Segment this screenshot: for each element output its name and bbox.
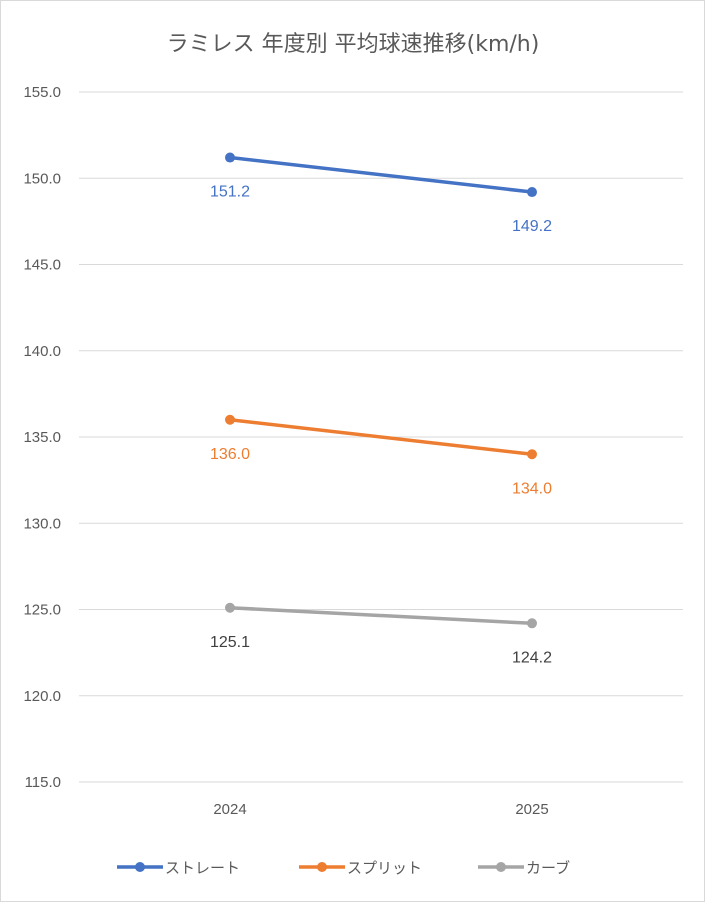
legend-label: スプリット [347, 859, 422, 877]
legend-label: カーブ [526, 859, 570, 877]
y-tick-label: 155.0 [23, 84, 61, 101]
series-layer [225, 152, 537, 629]
y-tick-label: 145.0 [23, 257, 61, 274]
series-line [228, 606, 534, 626]
data-point [527, 187, 537, 198]
data-point [527, 449, 537, 460]
y-tick-label: 115.0 [25, 774, 61, 791]
data-label: 134.0 [512, 480, 552, 497]
x-tick-label: 2025 [515, 801, 548, 818]
data-labels: 151.2 149.2 136.0 134.0 125.1 124.2 [210, 184, 552, 667]
legend: ストレート スプリット カーブ [117, 859, 570, 877]
legend-marker [317, 862, 327, 872]
legend-marker [496, 862, 506, 872]
data-point [527, 618, 537, 629]
data-label: 151.2 [210, 184, 250, 201]
data-point [225, 414, 235, 425]
y-tick-label: 125.0 [23, 602, 61, 619]
y-tick-label: 135.0 [23, 429, 61, 446]
y-tick-label: 150.0 [23, 170, 61, 187]
legend-marker [135, 862, 145, 872]
series-line [228, 418, 534, 456]
x-axis-ticks: 2024 2025 [213, 801, 548, 818]
data-label: 125.1 [210, 634, 250, 651]
y-tick-label: 120.0 [23, 688, 61, 705]
data-label: 149.2 [512, 218, 552, 235]
legend-label: ストレート [165, 859, 240, 877]
x-tick-label: 2024 [213, 801, 246, 818]
data-label: 136.0 [210, 446, 250, 463]
chart-title: ラミレス 年度別 平均球速推移(km/h) [167, 32, 540, 57]
data-label: 124.2 [512, 649, 552, 666]
data-point [225, 152, 235, 163]
y-tick-label: 140.0 [23, 343, 61, 360]
y-axis-ticks: 115.0 120.0 125.0 130.0 135.0 140.0 145.0 150.0… [23, 84, 61, 791]
data-point [225, 602, 235, 613]
y-tick-label: 130.0 [23, 515, 61, 532]
series-line [228, 155, 534, 194]
